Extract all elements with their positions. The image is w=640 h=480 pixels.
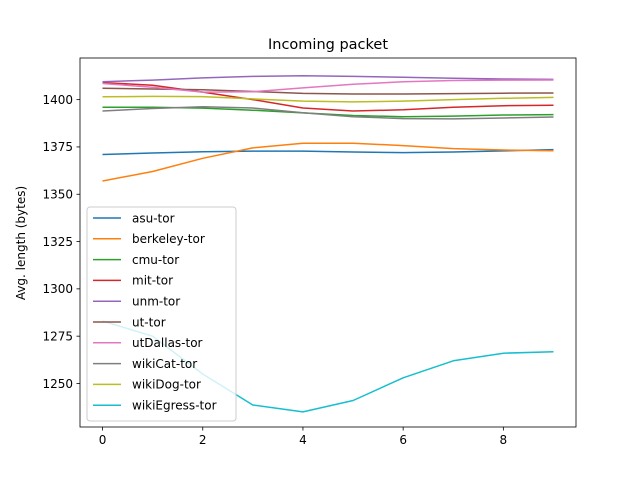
- legend-label-asu-tor: asu-tor: [132, 211, 175, 225]
- legend-label-cmu-tor: cmu-tor: [132, 253, 179, 267]
- y-tick-label: 1275: [42, 329, 73, 343]
- x-tick-label: 0: [99, 433, 107, 447]
- y-tick-label: 1400: [42, 93, 73, 107]
- x-tick-label: 8: [500, 433, 508, 447]
- y-tick-label: 1325: [42, 235, 73, 249]
- legend-box: [86, 206, 237, 422]
- series-line-wikiCat-tor: [102, 106, 554, 120]
- x-tick-label: 4: [299, 433, 307, 447]
- legend-label-wikiDog-tor: wikiDog-tor: [132, 378, 201, 392]
- legend-label-mit-tor: mit-tor: [132, 274, 173, 288]
- axes-layer: 0 2 4 6 8 1250 1275 1300 1325 1350 1375 1400: [42, 57, 577, 447]
- y-tick-label: 1300: [42, 282, 73, 296]
- legend-label-utDallas-tor: utDallas-tor: [132, 336, 203, 350]
- series-line-unm-tor: [102, 75, 554, 83]
- plot-frame: [79, 57, 577, 428]
- legend-label-wikiEgress-tor: wikiEgress-tor: [132, 399, 217, 413]
- legend-label-berkeley-tor: berkeley-tor: [132, 232, 205, 246]
- chart-title: Incoming packet: [268, 37, 388, 53]
- series-layer: [102, 75, 554, 413]
- series-line-utDallas-tor: [102, 79, 554, 93]
- legend-label-wikiCat-tor: wikiCat-tor: [132, 357, 197, 371]
- series-line-asu-tor: [102, 148, 554, 156]
- x-tick-label: 2: [199, 433, 207, 447]
- legend-label-unm-tor: unm-tor: [132, 295, 180, 309]
- legend-label-ut-tor: ut-tor: [132, 315, 166, 329]
- legend: asu-tor berkeley-tor cmu-tor mit-tor unm-tor…: [86, 206, 237, 422]
- x-tick-label: 6: [399, 433, 407, 447]
- y-axis-label: Avg. length (bytes): [14, 186, 28, 300]
- y-tick-label: 1350: [42, 188, 73, 202]
- series-line-berkeley-tor: [102, 142, 554, 182]
- y-tick-label: 1250: [42, 377, 73, 391]
- series-line-wikiDog-tor: [102, 95, 554, 103]
- y-tick-label: 1375: [42, 140, 73, 154]
